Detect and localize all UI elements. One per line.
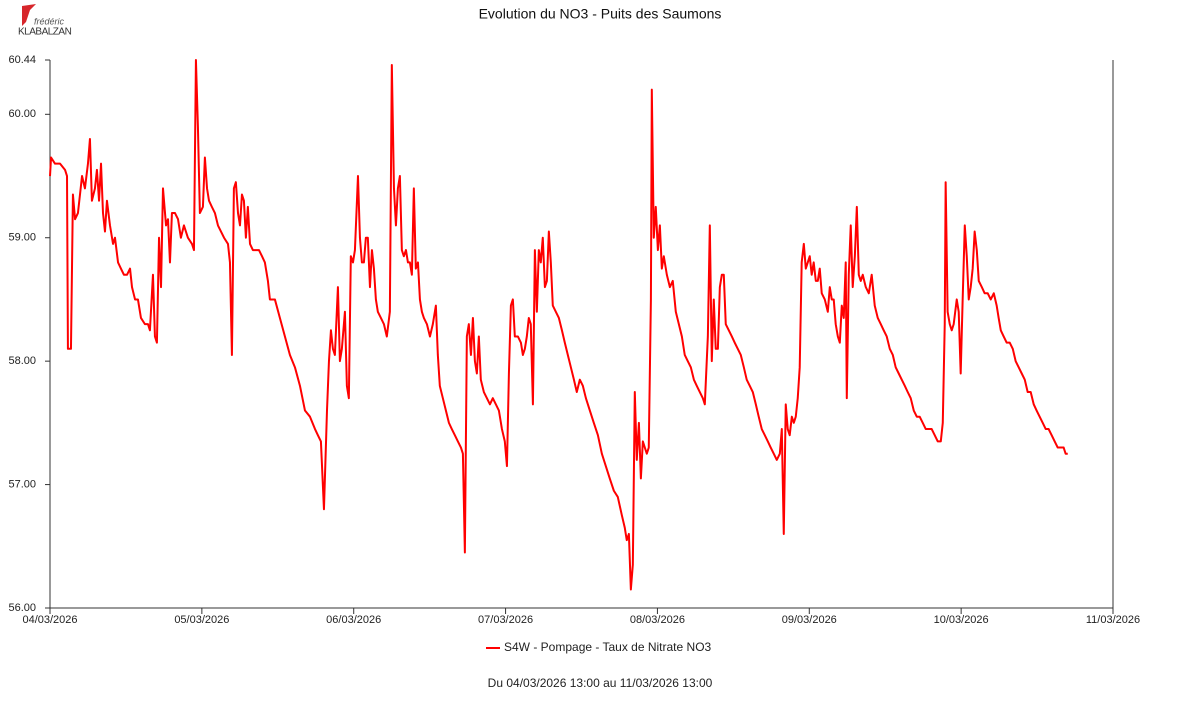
x-tick-label: 05/03/2026 [174, 614, 229, 626]
y-tick-label: 60.00 [8, 108, 36, 120]
y-tick-label: 56.00 [8, 602, 36, 614]
caption: Du 04/03/2026 13:00 au 11/03/2026 13:00 [488, 676, 713, 690]
legend-label: S4W - Pompage - Taux de Nitrate NO3 [504, 640, 712, 654]
y-tick-label: 58.00 [8, 355, 36, 367]
x-tick-label: 07/03/2026 [478, 614, 533, 626]
logo: frédéric KLABALZAN [18, 4, 72, 38]
y-tick-label: 59.00 [8, 232, 36, 244]
x-tick-label: 08/03/2026 [630, 614, 685, 626]
x-tick-label: 06/03/2026 [326, 614, 381, 626]
y-tick-label: 60.44 [8, 54, 36, 66]
logo-text: frédéric [34, 16, 65, 26]
x-tick-label: 11/03/2026 [1086, 614, 1140, 626]
logo-text: KLABALZAN [18, 27, 72, 38]
x-tick-label: 10/03/2026 [934, 614, 989, 626]
y-tick-label: 57.00 [8, 478, 36, 490]
chart-title: Evolution du NO3 - Puits des Saumons [479, 6, 722, 22]
logo-mark [22, 4, 36, 26]
data-line [49, 59, 1068, 591]
x-tick-label: 09/03/2026 [782, 614, 837, 626]
x-tick-label: 04/03/2026 [22, 614, 77, 626]
